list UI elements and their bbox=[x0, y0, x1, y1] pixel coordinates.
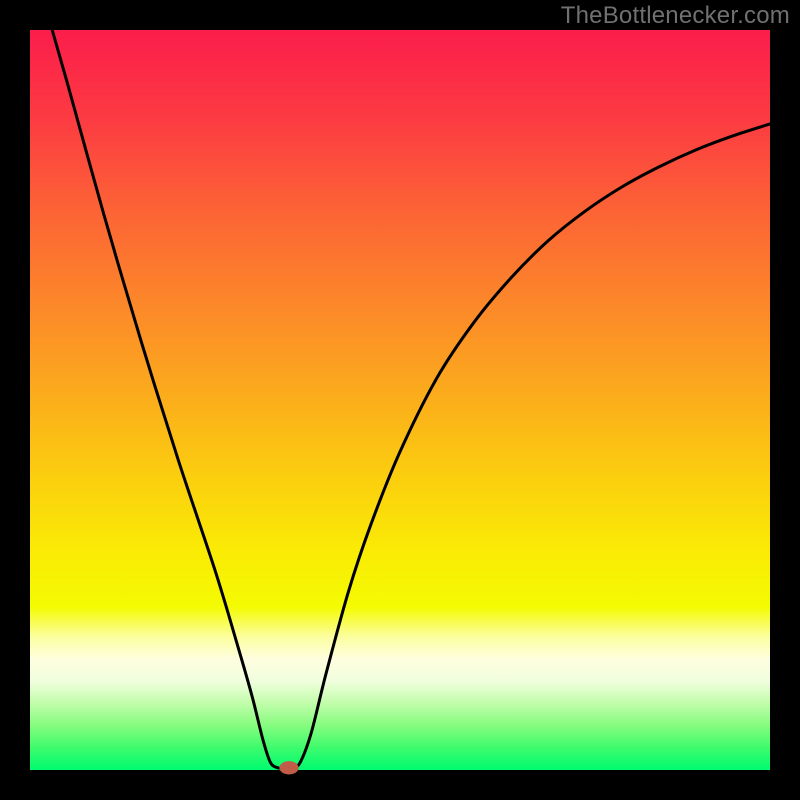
bottleneck-chart bbox=[0, 0, 800, 800]
optimal-point-marker bbox=[279, 761, 298, 774]
chart-background bbox=[30, 30, 770, 770]
chart-container: TheBottlenecker.com bbox=[0, 0, 800, 800]
watermark-text: TheBottlenecker.com bbox=[561, 2, 790, 30]
